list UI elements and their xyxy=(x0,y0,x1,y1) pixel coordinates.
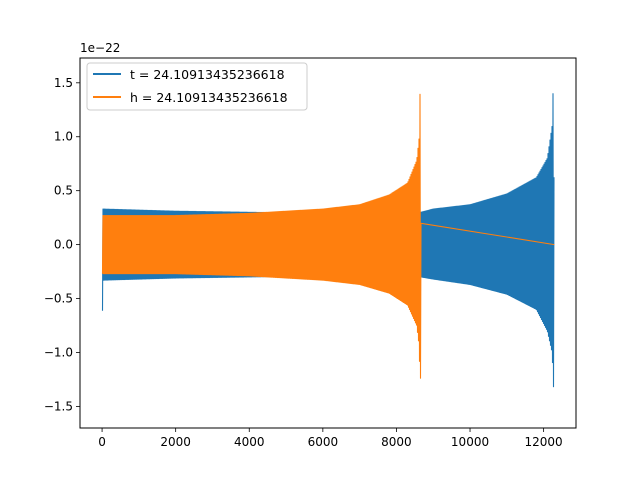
x-axis: 0 2000 4000 6000 8000 10000 12000 xyxy=(98,428,563,449)
y-tick-label: 0.0 xyxy=(54,238,73,252)
x-tick-label: 12000 xyxy=(525,435,563,449)
y-tick-label: −1.5 xyxy=(44,399,73,413)
x-tick-label: 6000 xyxy=(308,435,339,449)
plot-area xyxy=(101,93,555,388)
legend-label-h: h = 24.10913435236618 xyxy=(130,90,288,105)
x-tick-label: 2000 xyxy=(160,435,191,449)
axes-frame xyxy=(79,57,577,429)
y-tick-label: −1.0 xyxy=(44,345,73,359)
x-tick-label: 0 xyxy=(98,435,106,449)
y-tick-label: 0.5 xyxy=(54,184,73,198)
x-tick-label: 10000 xyxy=(451,435,489,449)
y-tick-label: 1.5 xyxy=(54,76,73,90)
y-offset-text: 1e−22 xyxy=(80,41,120,55)
series-line-h xyxy=(101,93,555,379)
y-tick-label: −0.5 xyxy=(44,292,73,306)
x-tick-label: 4000 xyxy=(234,435,265,449)
x-tick-label: 8000 xyxy=(381,435,412,449)
y-axis: −1.5 −1.0 −0.5 0.0 0.5 1.0 1.5 xyxy=(44,76,80,413)
legend-label-t: t = 24.10913435236618 xyxy=(130,67,285,82)
legend: t = 24.10913435236618 h = 24.10913435236… xyxy=(86,62,308,111)
y-tick-label: 1.0 xyxy=(54,130,73,144)
legend-frame xyxy=(86,62,308,111)
